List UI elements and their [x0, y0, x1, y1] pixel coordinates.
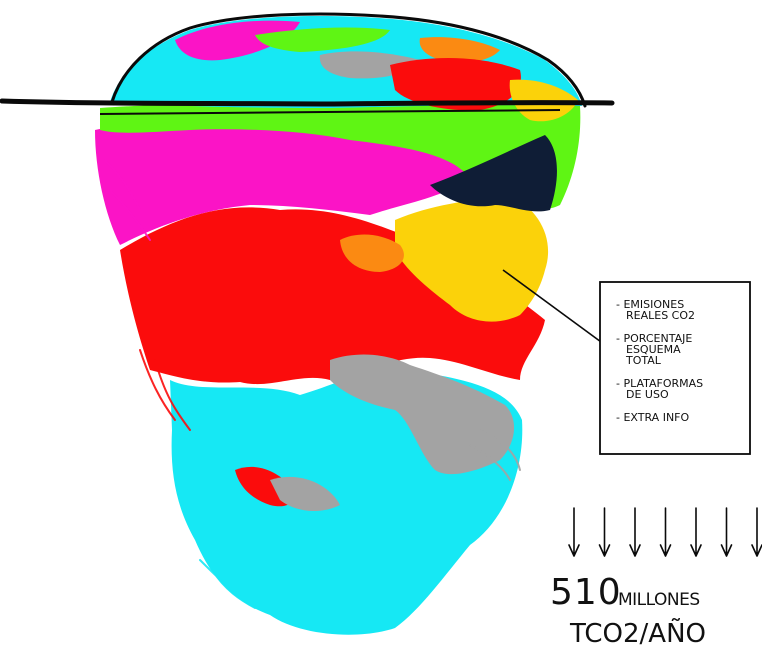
arrow-down-icon	[720, 507, 733, 557]
legend-item-3-line-2: DE USO	[626, 388, 669, 401]
blob-orange-top	[419, 37, 500, 63]
blob-yellow-patch	[395, 195, 549, 322]
legend-item-2-line-2: ESQUEMA	[626, 343, 681, 356]
arrow-down-icon	[659, 507, 672, 557]
horizon-line-lower	[99, 109, 561, 115]
arrow-down-icon	[751, 507, 762, 557]
blob-red-top	[390, 58, 521, 111]
legend-item-4-line-1: - EXTRA INFO	[616, 411, 689, 424]
scribble-texture	[104, 159, 521, 609]
emissions-blob	[95, 15, 582, 635]
horizon-line	[0, 98, 615, 107]
legend-item-1-line-1: - EMISIONES	[616, 298, 684, 311]
blob-gray-streaks	[270, 476, 340, 512]
legend-pointer-line	[502, 269, 613, 351]
blob-navy-strip	[430, 135, 557, 212]
blob-gray-patch	[330, 354, 515, 475]
legend-item-2-line-1: - PORCENTAJE	[616, 332, 692, 345]
arrow-down-icon	[598, 507, 611, 557]
total-unit-line2: TCO2/AÑO	[569, 617, 706, 649]
blob-green-band	[100, 100, 581, 210]
legend-item-2-line-3: TOTAL	[625, 354, 662, 367]
arrow-down-icon	[568, 507, 580, 557]
arrow-down-icon	[629, 507, 641, 557]
arrow-down-icon	[690, 507, 702, 557]
legend-item-3-line-1: - PLATAFORMAS	[616, 377, 703, 390]
total-unit: MILLONES	[618, 590, 700, 610]
total-value: 510	[550, 572, 622, 613]
blob-orange-patch	[340, 234, 404, 272]
blob-magenta-top	[175, 20, 300, 61]
blob-green-top	[255, 27, 390, 52]
legend-frame	[599, 281, 751, 455]
dome-outline	[110, 12, 587, 108]
blob-magenta-band	[95, 120, 470, 245]
legend-item-1-line-2: REALES CO2	[626, 309, 695, 322]
downward-arrows	[568, 507, 762, 557]
